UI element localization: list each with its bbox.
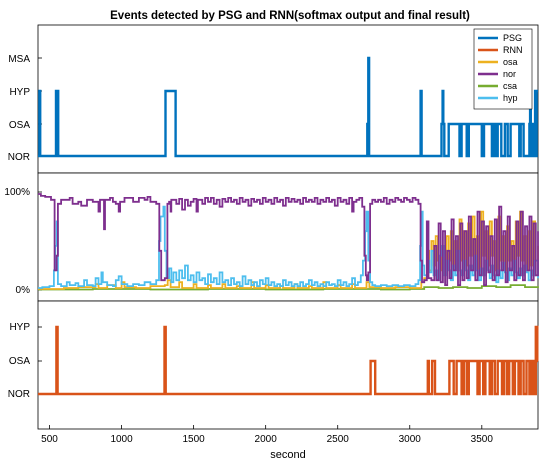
csa-series-line (38, 284, 539, 291)
psg-plot-area (37, 24, 539, 174)
rnn-y-tick-nor: NOR (8, 389, 30, 400)
psg-y-tick-hyp: HYP (9, 87, 30, 98)
psg-series-line (38, 56, 538, 158)
psg-y-tick-osa: OSA (9, 120, 30, 131)
psg-y-tick-nor: NOR (8, 152, 30, 163)
psg-panel: NOR OSA HYP MSA PSG RNN osa (8, 24, 539, 174)
legend: PSG RNN osa nor csa hyp (473, 28, 533, 110)
psg-y-tick-msa: MSA (8, 54, 30, 65)
legend-entry-csa: csa (478, 81, 517, 91)
x-tick-label: 2000 (255, 434, 278, 445)
rnn-y-tick-labels: NOR OSA HYP (8, 322, 31, 400)
nor-series-line (38, 193, 539, 286)
legend-label-rnn: RNN (503, 45, 523, 55)
x-tick-label: 3500 (471, 434, 494, 445)
legend-entry-hyp: hyp (478, 93, 518, 103)
x-axis-label: second (270, 449, 305, 461)
x-tick-label: 500 (41, 434, 58, 445)
rnn-series-line (38, 325, 539, 396)
legend-box (473, 28, 533, 110)
legend-label-hyp: hyp (503, 93, 518, 103)
legend-label-osa: osa (503, 57, 518, 67)
rnn-y-tick-osa: OSA (9, 356, 30, 367)
x-tick-label: 1000 (110, 434, 133, 445)
x-tick-label: 2500 (327, 434, 350, 445)
x-tick-label: 1500 (182, 434, 205, 445)
x-axis-ticks: 500 1000 1500 2000 2500 3000 3500 (41, 425, 493, 445)
legend-entry-osa: osa (478, 57, 518, 67)
x-tick-label: 3000 (399, 434, 422, 445)
softmax-y-tick-100: 100% (4, 187, 30, 198)
softmax-y-tick-0: 0% (16, 285, 31, 296)
psg-y-tick-labels: NOR OSA HYP MSA (8, 54, 31, 163)
legend-label-psg: PSG (503, 33, 522, 43)
legend-entry-rnn: RNN (478, 45, 523, 55)
legend-entry-psg: PSG (478, 33, 522, 43)
rnn-panel: NOR OSA HYP 500 1000 1500 2000 2500 3000 3500 … (8, 300, 539, 461)
rnn-y-tick-hyp: HYP (9, 322, 30, 333)
chart-title: Events detected by PSG and RNN(softmax o… (110, 10, 470, 22)
legend-label-csa: csa (503, 81, 517, 91)
legend-entry-nor: nor (478, 69, 516, 79)
legend-label-nor: nor (503, 69, 516, 79)
softmax-panel: 0% 100% (4, 172, 539, 302)
softmax-y-tick-labels: 0% 100% (4, 187, 30, 296)
